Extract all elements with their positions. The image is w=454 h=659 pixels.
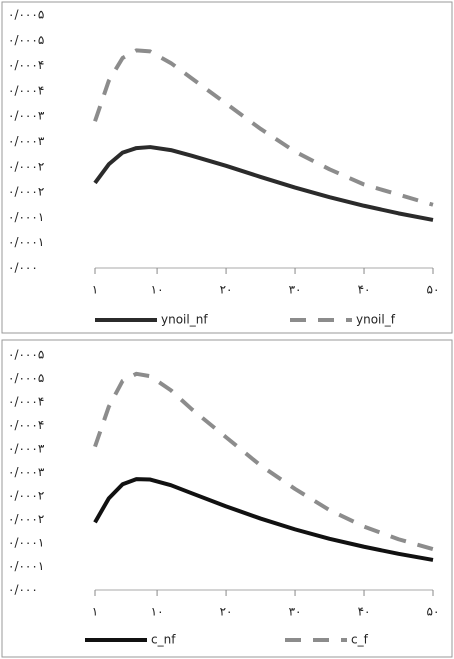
y-tick-label: ۰/۰۰۰۵ [8, 8, 44, 22]
y-tick-label: ۰/۰۰۰۳ [8, 109, 45, 123]
x-tick-label: ۵۰ [427, 605, 440, 619]
x-tick-label: ۲۰ [220, 605, 233, 619]
x-tick-label: ۳۰ [289, 283, 302, 297]
series-line [95, 479, 433, 560]
y-tick-label: ۰/۰۰۰۴ [8, 395, 44, 409]
y-tick-label: ۰/۰۰۰۳ [8, 442, 45, 456]
y-tick-label: ۰/۰۰۰۳ [8, 465, 45, 479]
y-tick-label: ۰/۰۰۰۲ [8, 489, 44, 503]
series-line [95, 374, 433, 549]
x-tick-label: ۴۰ [358, 283, 371, 297]
y-tick-label: ۰/۰۰۰۴ [8, 58, 44, 72]
x-tick-label: ۵۰ [427, 283, 440, 297]
y-tick-label: ۰/۰۰۰۵ [8, 348, 44, 362]
legend-label: ynoil_f [356, 313, 396, 327]
y-tick-label: ۰/۰۰۰ [8, 583, 38, 597]
x-tick-label: ۱ [92, 283, 98, 297]
y-tick-label: ۰/۰۰۰۲ [8, 159, 44, 173]
legend-label: c_nf [151, 633, 176, 647]
y-tick-label: ۰/۰۰۰۱ [8, 235, 44, 249]
y-tick-label: ۰/۰۰۰۲ [8, 185, 44, 199]
series-line [95, 147, 433, 220]
x-tick-label: ۳۰ [289, 605, 302, 619]
legend-label: c_f [351, 633, 369, 647]
x-tick-label: ۴۰ [358, 605, 371, 619]
y-tick-label: ۰/۰۰۰۱ [8, 536, 44, 550]
page: ۰/۰۰۰۰/۰۰۰۱۰/۰۰۰۱۰/۰۰۰۲۰/۰۰۰۲۰/۰۰۰۳۰/۰۰۰… [0, 0, 454, 659]
y-tick-label: ۰/۰۰۰۳ [8, 134, 45, 148]
y-tick-label: ۰/۰۰۰۱ [8, 210, 44, 224]
y-tick-label: ۰/۰۰۰ [8, 261, 38, 275]
y-tick-label: ۰/۰۰۰۵ [8, 371, 44, 385]
y-tick-label: ۰/۰۰۰۲ [8, 512, 44, 526]
y-tick-label: ۰/۰۰۰۴ [8, 418, 44, 432]
y-tick-label: ۰/۰۰۰۵ [8, 33, 44, 47]
x-tick-label: ۱۰ [151, 283, 164, 297]
x-tick-label: ۱۰ [151, 605, 164, 619]
x-tick-label: ۱ [92, 605, 98, 619]
legend-label: ynoil_nf [161, 313, 208, 327]
x-tick-label: ۲۰ [220, 283, 233, 297]
y-tick-label: ۰/۰۰۰۴ [8, 83, 44, 97]
y-tick-label: ۰/۰۰۰۱ [8, 559, 44, 573]
series-line [95, 50, 433, 204]
